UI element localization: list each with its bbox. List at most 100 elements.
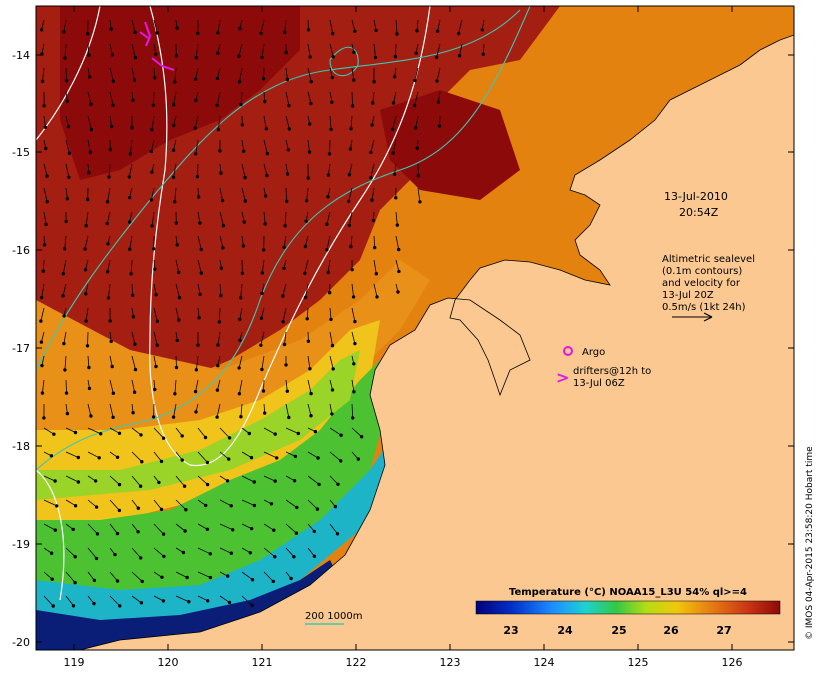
velocity-arrow-head — [331, 31, 335, 36]
velocity-arrow — [87, 523, 98, 535]
velocity-arrow-head — [176, 270, 181, 275]
velocity-arrow-head — [175, 338, 179, 343]
velocity-arrow — [87, 331, 89, 346]
velocity-arrow — [329, 19, 334, 34]
velocity-arrow — [175, 475, 185, 487]
velocity-arrow — [241, 595, 253, 606]
velocity-arrow-head — [352, 362, 356, 366]
velocity-arrow-head — [326, 270, 330, 274]
lat-label: -16 — [12, 244, 30, 257]
velocity-arrow-head — [174, 221, 178, 225]
velocity-arrow — [282, 283, 287, 297]
velocity-arrow-head — [65, 196, 70, 201]
velocity-arrow — [84, 235, 89, 250]
velocity-arrow-head — [221, 246, 225, 250]
velocity-arrow-head — [51, 604, 55, 608]
velocity-arrow-head — [480, 28, 484, 32]
velocity-arrow-head — [315, 507, 320, 511]
lat-label: -17 — [12, 342, 30, 355]
velocity-arrow-head — [308, 122, 312, 126]
velocity-arrow — [43, 595, 54, 607]
isobaths — [36, 6, 531, 471]
velocity-arrow-head — [55, 504, 59, 508]
velocity-arrow-head — [136, 506, 140, 510]
velocity-arrow — [153, 499, 162, 510]
velocity-arrow-head — [205, 460, 210, 465]
lat-label: -15 — [12, 146, 30, 159]
velocity-arrow-head — [349, 244, 353, 249]
velocity-arrow — [241, 475, 255, 483]
velocity-arrow-head — [241, 149, 246, 153]
velocity-arrow-head — [238, 317, 242, 322]
velocity-arrow-head — [335, 532, 340, 536]
velocity-arrow-head — [133, 30, 137, 35]
velocity-arrow-head — [138, 484, 143, 488]
velocity-arrow-head — [391, 101, 396, 105]
velocity-arrow-head — [193, 389, 198, 394]
velocity-arrow-head — [67, 175, 71, 179]
velocity-arrow — [64, 43, 67, 58]
velocity-arrow-head — [140, 460, 144, 464]
velocity-arrow-head — [330, 75, 334, 80]
velocity-arrow-head — [265, 151, 269, 156]
velocity-arrow — [329, 307, 332, 320]
velocity-arrow — [108, 163, 111, 178]
velocity-arrow — [370, 163, 375, 178]
velocity-arrow-head — [249, 455, 254, 460]
velocity-arrow — [130, 259, 133, 274]
velocity-arrow — [131, 355, 136, 370]
velocity-arrow-head — [304, 199, 309, 203]
velocity-arrow — [307, 451, 319, 459]
velocity-arrow-head — [412, 103, 417, 108]
velocity-arrow — [285, 115, 290, 129]
velocity-arrow-head — [295, 505, 299, 510]
velocity-arrow — [197, 427, 206, 438]
velocity-arrow-head — [237, 366, 241, 370]
velocity-arrow — [241, 451, 252, 458]
velocity-arrow — [414, 91, 419, 106]
velocity-arrow-head — [395, 32, 399, 36]
velocity-arrow-head — [370, 123, 374, 127]
velocity-arrow-head — [159, 459, 164, 464]
velocity-arrow — [458, 19, 463, 34]
velocity-arrow-head — [289, 576, 293, 581]
velocity-arrow — [239, 307, 243, 320]
velocity-arrow — [175, 259, 180, 273]
velocity-arrow — [416, 19, 419, 31]
velocity-arrow — [65, 427, 76, 433]
velocity-arrow-head — [221, 223, 226, 228]
velocity-arrow-head — [263, 99, 267, 104]
velocity-arrow — [131, 427, 142, 436]
velocity-arrow-head — [238, 338, 242, 342]
velocity-arrow — [43, 523, 56, 531]
velocity-arrow-head — [225, 479, 230, 483]
lat-label: -20 — [12, 636, 30, 649]
velocity-arrow — [263, 163, 268, 176]
velocity-arrow-head — [83, 268, 88, 272]
velocity-arrow-head — [62, 341, 66, 346]
velocity-arrow — [438, 91, 441, 103]
lat-labels: -14 -15 -16 -17 -18 -19 -20 — [12, 49, 30, 649]
velocity-arrow — [372, 91, 375, 104]
altimetry-legend-line: (0.1m contours) — [662, 266, 742, 277]
velocity-arrow — [65, 139, 70, 154]
velocity-arrow — [329, 427, 342, 436]
velocity-arrow — [197, 283, 201, 295]
velocity-arrow-head — [312, 554, 317, 558]
velocity-arrow — [131, 499, 139, 509]
velocity-arrow — [351, 379, 355, 392]
altimetry-legend-line: 13-Jul 20Z — [662, 290, 714, 301]
velocity-arrow — [285, 499, 298, 508]
velocity-arrow — [195, 139, 199, 154]
velocity-arrow-head — [94, 505, 99, 509]
velocity-arrow-head — [305, 317, 309, 321]
velocity-arrow — [128, 163, 133, 177]
velocity-arrow-head — [115, 579, 120, 583]
velocity-arrow — [43, 163, 48, 177]
velocity-arrow — [65, 595, 74, 607]
velocity-arrow-head — [174, 54, 179, 58]
velocity-arrow-head — [415, 146, 419, 150]
velocity-arrow — [131, 67, 135, 81]
velocity-arrow — [217, 19, 221, 33]
